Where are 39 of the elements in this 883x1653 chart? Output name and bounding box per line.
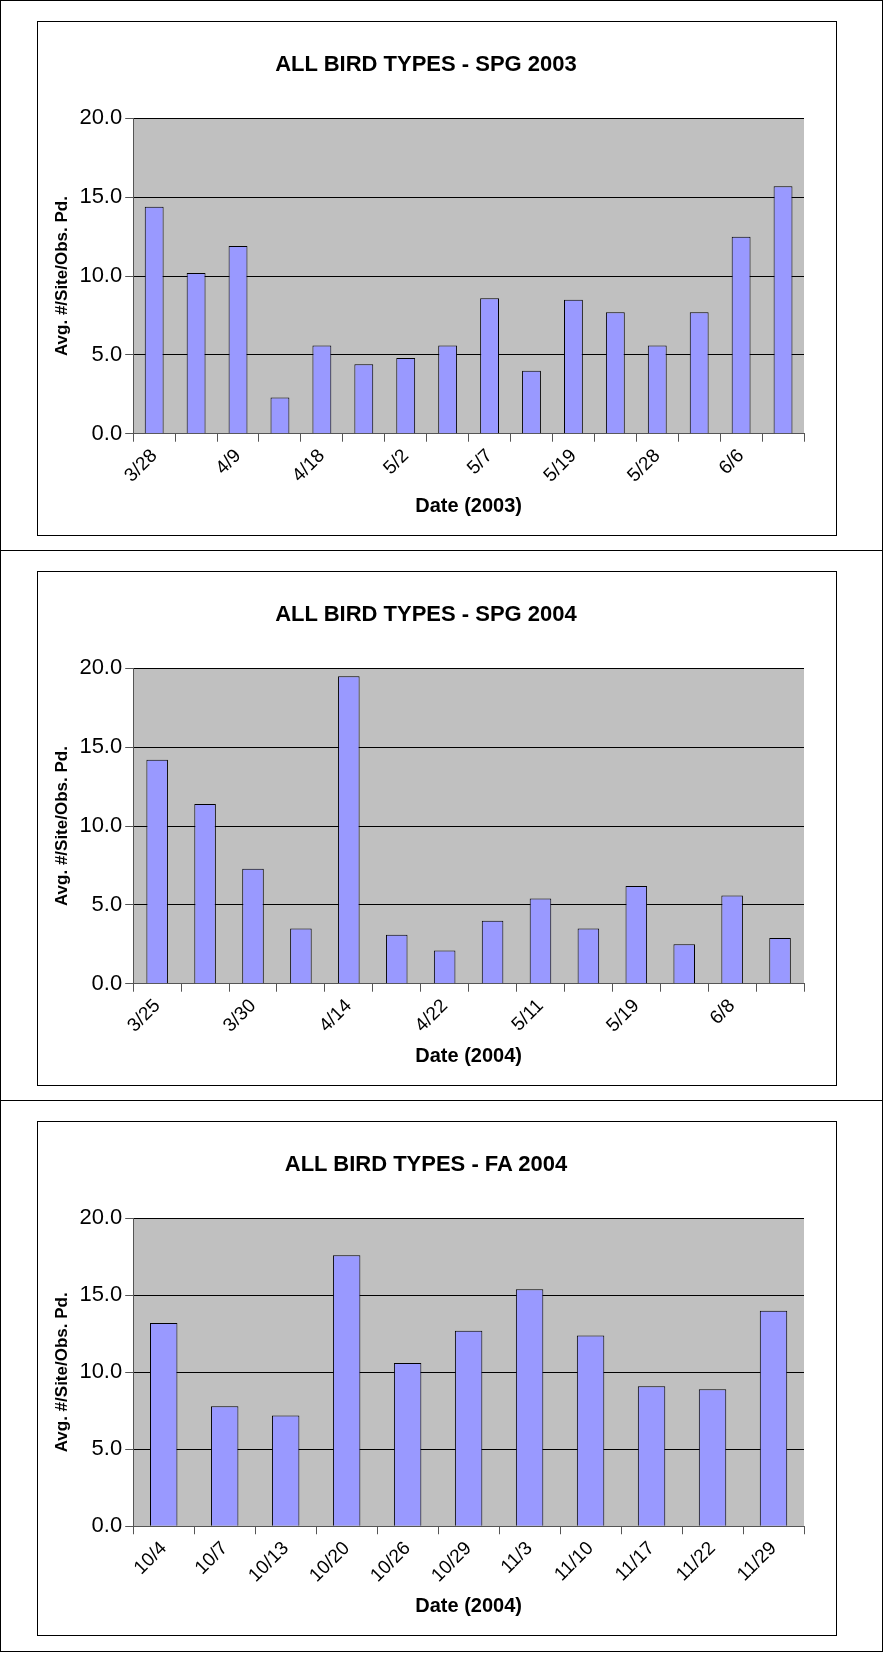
y-tick-label: 20.0 <box>79 104 123 130</box>
y-tick-label: 10.0 <box>79 812 123 838</box>
y-tick-label: 20.0 <box>79 1204 123 1230</box>
y-tick-label: 20.0 <box>79 654 123 680</box>
x-tick-label: 5/28 <box>622 444 664 486</box>
chart-title: ALL BIRD TYPES - SPG 2004 <box>275 601 578 627</box>
x-tick-label: 4/18 <box>287 444 329 486</box>
y-tick-label: 0.0 <box>91 419 123 445</box>
x-tick-label: 5/19 <box>601 994 643 1036</box>
y-tick-label: 5.0 <box>91 890 123 916</box>
x-tick-label: 6/6 <box>714 444 748 478</box>
x-tick-label: 3/28 <box>119 444 161 486</box>
x-tick-label: 4/9 <box>211 444 245 478</box>
chart-title: ALL BIRD TYPES - SPG 2003 <box>275 51 577 77</box>
x-tick-label: 6/8 <box>705 994 739 1028</box>
y-tick-label: 10.0 <box>79 262 123 288</box>
x-tick-label: 5/2 <box>378 444 413 478</box>
y-tick-label: 0.0 <box>91 969 123 995</box>
y-axis-title: Avg. #/Site/Obs. Pd. <box>51 1292 71 1453</box>
y-tick-label: 15.0 <box>79 733 123 759</box>
y-axis-title: Avg. #/Site/Obs. Pd. <box>51 746 71 907</box>
y-tick-label: 15.0 <box>79 1281 123 1307</box>
x-tick-label: 5/19 <box>538 444 580 486</box>
x-tick-label: 4/22 <box>410 994 452 1036</box>
y-tick-label: 0.0 <box>91 1512 123 1538</box>
y-tick-label: 5.0 <box>91 1435 123 1461</box>
y-tick-label: 15.0 <box>79 183 123 209</box>
x-tick-label: 11/3 <box>496 1537 537 1578</box>
x-axis-title: Date (2003) <box>415 493 522 516</box>
y-tick-label: 10.0 <box>79 1358 123 1384</box>
y-axis-title: Avg. #/Site/Obs. Pd. <box>51 196 71 357</box>
chart-title: ALL BIRD TYPES - FA 2004 <box>284 1151 568 1177</box>
x-tick-label: 3/30 <box>218 994 260 1036</box>
x-axis-title: Date (2004) <box>415 1043 522 1066</box>
x-axis-title: Date (2004) <box>415 1593 522 1616</box>
y-tick-label: 5.0 <box>91 340 123 366</box>
x-tick-label: 4/14 <box>314 994 356 1036</box>
x-tick-label: 5/11 <box>507 994 548 1035</box>
x-tick-label: 5/7 <box>462 444 497 478</box>
